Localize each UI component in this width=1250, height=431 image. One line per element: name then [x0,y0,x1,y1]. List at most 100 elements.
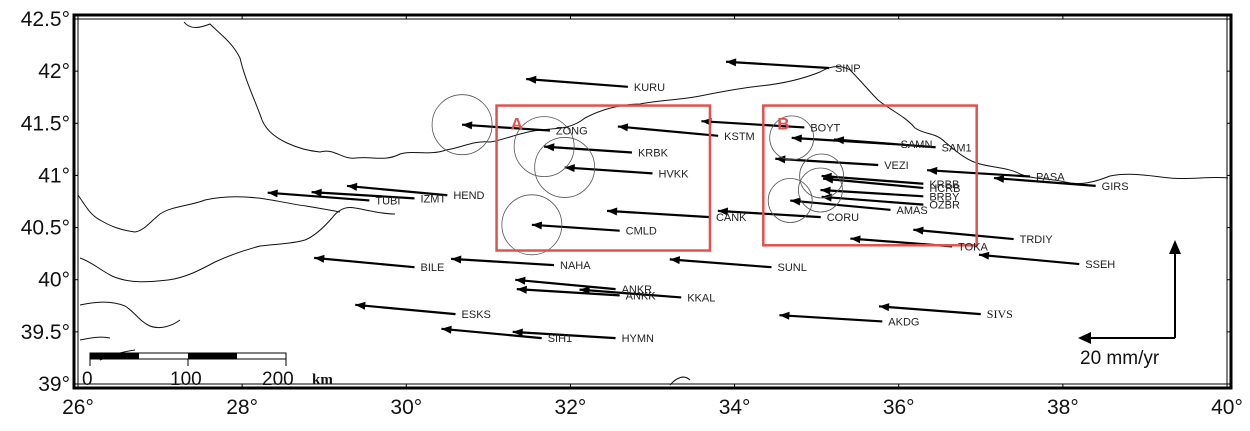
x-tick-label: 26° [62,396,94,419]
y-tick-label: 41° [38,164,70,187]
x-tick-label: 34° [719,396,751,419]
x-tick-label: 40° [1211,396,1243,419]
velocity-arrowhead [790,197,801,206]
station-label: KRBB [929,179,959,191]
station-label: SIH1 [548,333,572,345]
velocity-arrow [913,228,1014,241]
station-label: HYMN [622,333,654,345]
error-ellipse [767,178,813,223]
station-label: KRBK [638,147,669,159]
velocity-arrow [515,278,616,291]
station-label: KURU [634,82,665,94]
scale-unit: km [312,372,333,388]
x-tick-label: 38° [1047,396,1079,419]
velocity-arrow [878,305,981,316]
velocity-arrow [821,195,924,206]
velocity-arrowhead [791,134,802,143]
station-labels: SINP KURU KSTM BOYT ZONG KRBK SAMN SAM1 HVKK VEZI… [375,63,1128,345]
error-ellipse [431,94,493,156]
velocity-arrowhead [820,186,831,195]
x-axis-ticks: 26° 28° 30° 32° 34° 36° 38° 40° [62,14,1243,419]
station-label: IZMT [420,193,446,205]
velocity-arrowhead [512,328,523,337]
x-tick-label: 36° [883,396,915,419]
y-tick-label: 41.5° [21,112,70,135]
velocity-arrow [779,314,883,323]
region-box-b [762,104,978,247]
station-label: PASA [1036,171,1065,183]
reference-vector-label: 20 mm/yr [1080,348,1160,369]
error-ellipse [798,167,843,213]
station-label: GIRS [1102,181,1129,193]
velocity-arrowhead [579,286,590,295]
velocity-arrowhead [607,207,618,216]
station-label: VEZI [884,160,908,172]
velocity-arrowhead [833,136,845,145]
velocity-arrowhead [441,325,452,334]
station-label: ZONG [556,126,588,138]
velocity-arrowhead [913,226,924,235]
y-tick-label: 40.5° [21,217,70,240]
velocity-arrowhead [267,189,278,198]
station-label: CANK [716,212,747,224]
scale-label-0: 0 [82,369,93,390]
velocity-arrowhead [850,235,861,244]
station-label: CMLD [626,226,657,238]
station-label: SAMN [901,139,933,151]
y-tick-label: 39° [38,373,70,396]
region-box-label: B [777,115,789,134]
y-tick-label: 42.5° [21,8,70,31]
station-label: BRBY [929,191,960,203]
velocity-arrow [267,191,370,202]
station-label: BILE [420,262,444,274]
velocity-arrowhead [879,303,890,312]
velocity-arrow [564,166,653,175]
velocity-arrow [790,199,891,211]
station-label: TRDIY [1020,234,1054,246]
station-label: BOYT [810,122,840,134]
station-label: AKDG [888,316,919,328]
error-ellipse [769,115,815,161]
velocity-arrowhead [617,123,629,132]
error-ellipse [534,137,596,198]
velocity-arrow [526,77,628,88]
y-axis-ticks: 42.5° 42° 41.5° 41° 40.5° 40° 39.5° 39° [21,8,1232,396]
station-label: HCRB [929,183,960,195]
y-tick-label: 40° [38,269,70,292]
velocity-arrow [346,184,448,197]
error-ellipse [799,153,844,199]
map-frame-inner [77,18,1228,385]
velocity-arrow [311,191,415,200]
velocity-arrowhead [717,207,729,216]
y-tick-label: 39.5° [21,321,70,344]
velocity-arrowhead [779,311,790,320]
station-label: CORU [827,212,859,224]
velocity-arrow [355,303,456,316]
velocity-arrow [516,288,620,297]
station-label: HEND [453,190,484,202]
velocity-arrow [669,258,772,269]
station-label: SSEH [1085,259,1115,271]
map-frame-outer [72,13,1233,390]
velocity-arrow [441,327,542,340]
scale-bar: 0 100 200 km [82,352,333,390]
x-tick-label: 28° [226,396,258,419]
velocity-arrowhead [314,254,325,263]
station-label: KSTM [724,131,755,143]
velocity-arrow [606,209,711,219]
station-label: TOKA [958,241,988,253]
velocity-arrow [993,176,1096,187]
scale-label-200: 200 [262,369,294,390]
x-tick-label: 30° [390,396,422,419]
velocity-arrow [512,330,616,340]
station-label: KKAL [687,292,715,304]
velocity-arrow [701,120,805,129]
station-label: HVKK [659,168,690,180]
velocity-arrowhead [993,174,1005,183]
velocity-arrowhead [462,121,473,130]
velocity-arrowhead [526,75,537,84]
velocity-arrowhead [516,285,527,294]
reference-vector: 20 mm/yr [1078,240,1181,369]
